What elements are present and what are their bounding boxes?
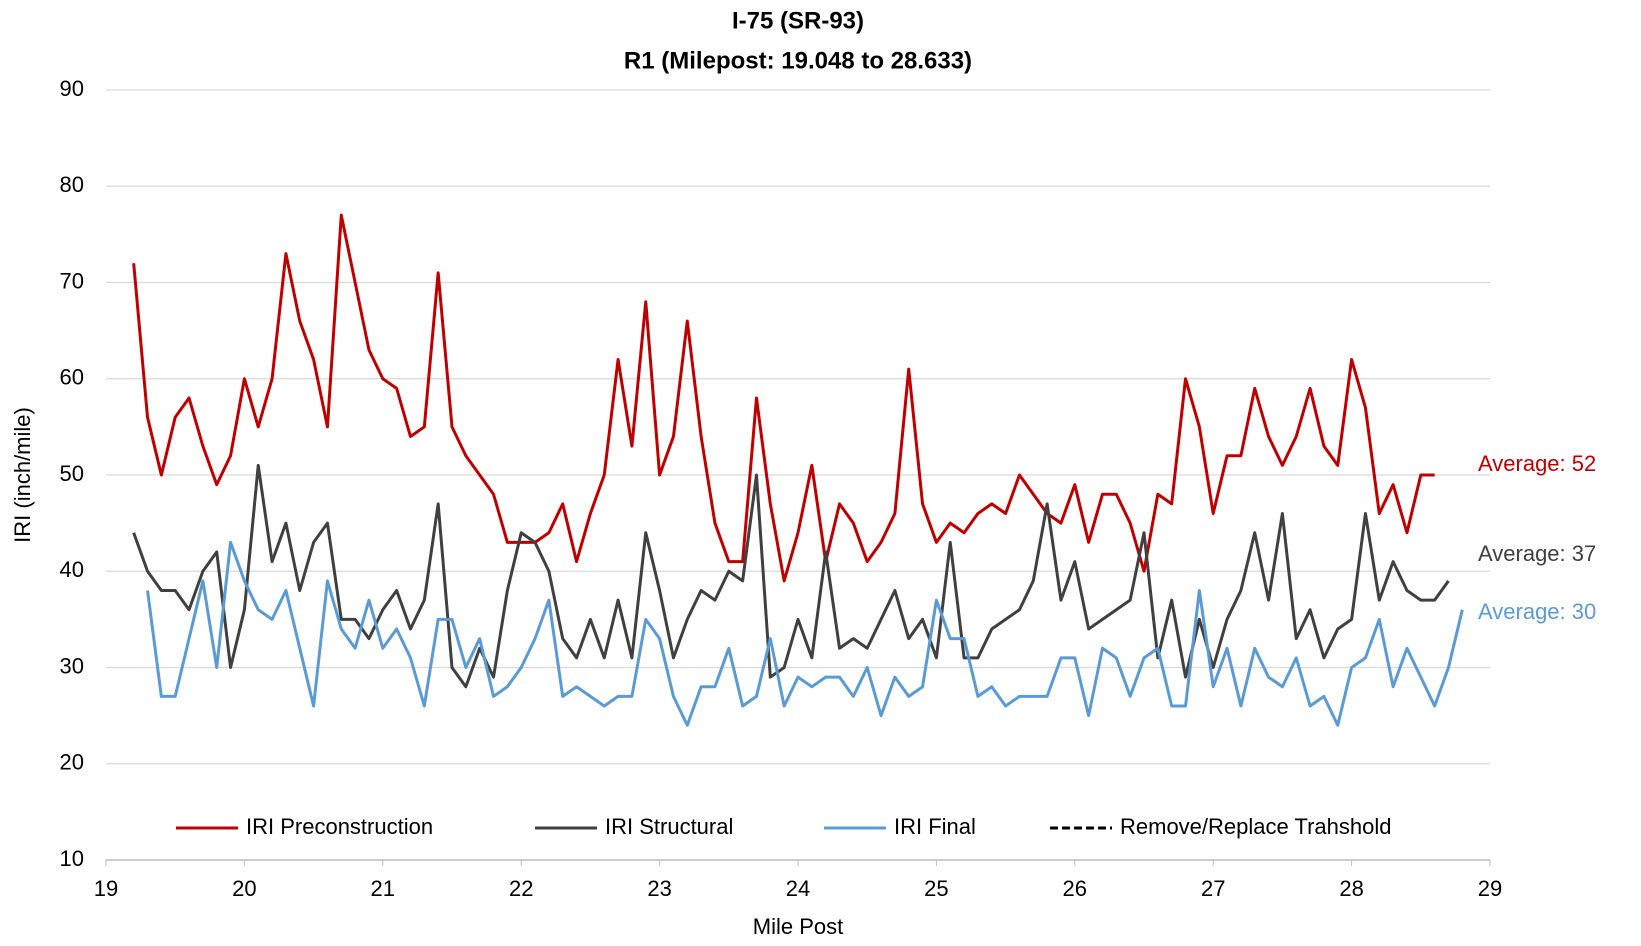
x-tick-label: 25 [924, 876, 948, 901]
y-tick-label: 60 [60, 365, 84, 390]
y-tick-label: 80 [60, 172, 84, 197]
y-axis-label: IRI (inch/mile) [10, 407, 35, 543]
y-tick-label: 70 [60, 268, 84, 293]
average-annotation: Average: 30 [1478, 599, 1596, 624]
x-tick-label: 28 [1339, 876, 1363, 901]
series-line [146, 540, 1464, 727]
series-line [132, 463, 1450, 689]
x-tick-label: 24 [786, 876, 810, 901]
x-tick-label: 21 [371, 876, 395, 901]
legend-label: IRI Preconstruction [246, 814, 433, 839]
y-tick-label: 50 [60, 461, 84, 486]
chart-title: I-75 (SR-93) [732, 7, 864, 34]
y-tick-label: 30 [60, 653, 84, 678]
y-tick-label: 10 [60, 846, 84, 871]
y-tick-label: 20 [60, 750, 84, 775]
average-annotation: Average: 37 [1478, 541, 1596, 566]
x-tick-label: 27 [1201, 876, 1225, 901]
legend-label: IRI Structural [605, 814, 733, 839]
legend-label: Remove/Replace Trahshold [1120, 814, 1391, 839]
x-tick-label: 22 [509, 876, 533, 901]
chart-subtitle: R1 (Milepost: 19.048 to 28.633) [624, 47, 972, 74]
series-line [132, 213, 1435, 583]
y-tick-label: 40 [60, 557, 84, 582]
x-tick-label: 20 [232, 876, 256, 901]
x-tick-label: 19 [94, 876, 118, 901]
x-tick-label: 26 [1063, 876, 1087, 901]
x-axis-label: Mile Post [753, 914, 843, 939]
average-annotation: Average: 52 [1478, 451, 1596, 476]
x-tick-label: 29 [1478, 876, 1502, 901]
x-tick-label: 23 [647, 876, 671, 901]
y-tick-label: 90 [60, 76, 84, 101]
legend-label: IRI Final [894, 814, 976, 839]
